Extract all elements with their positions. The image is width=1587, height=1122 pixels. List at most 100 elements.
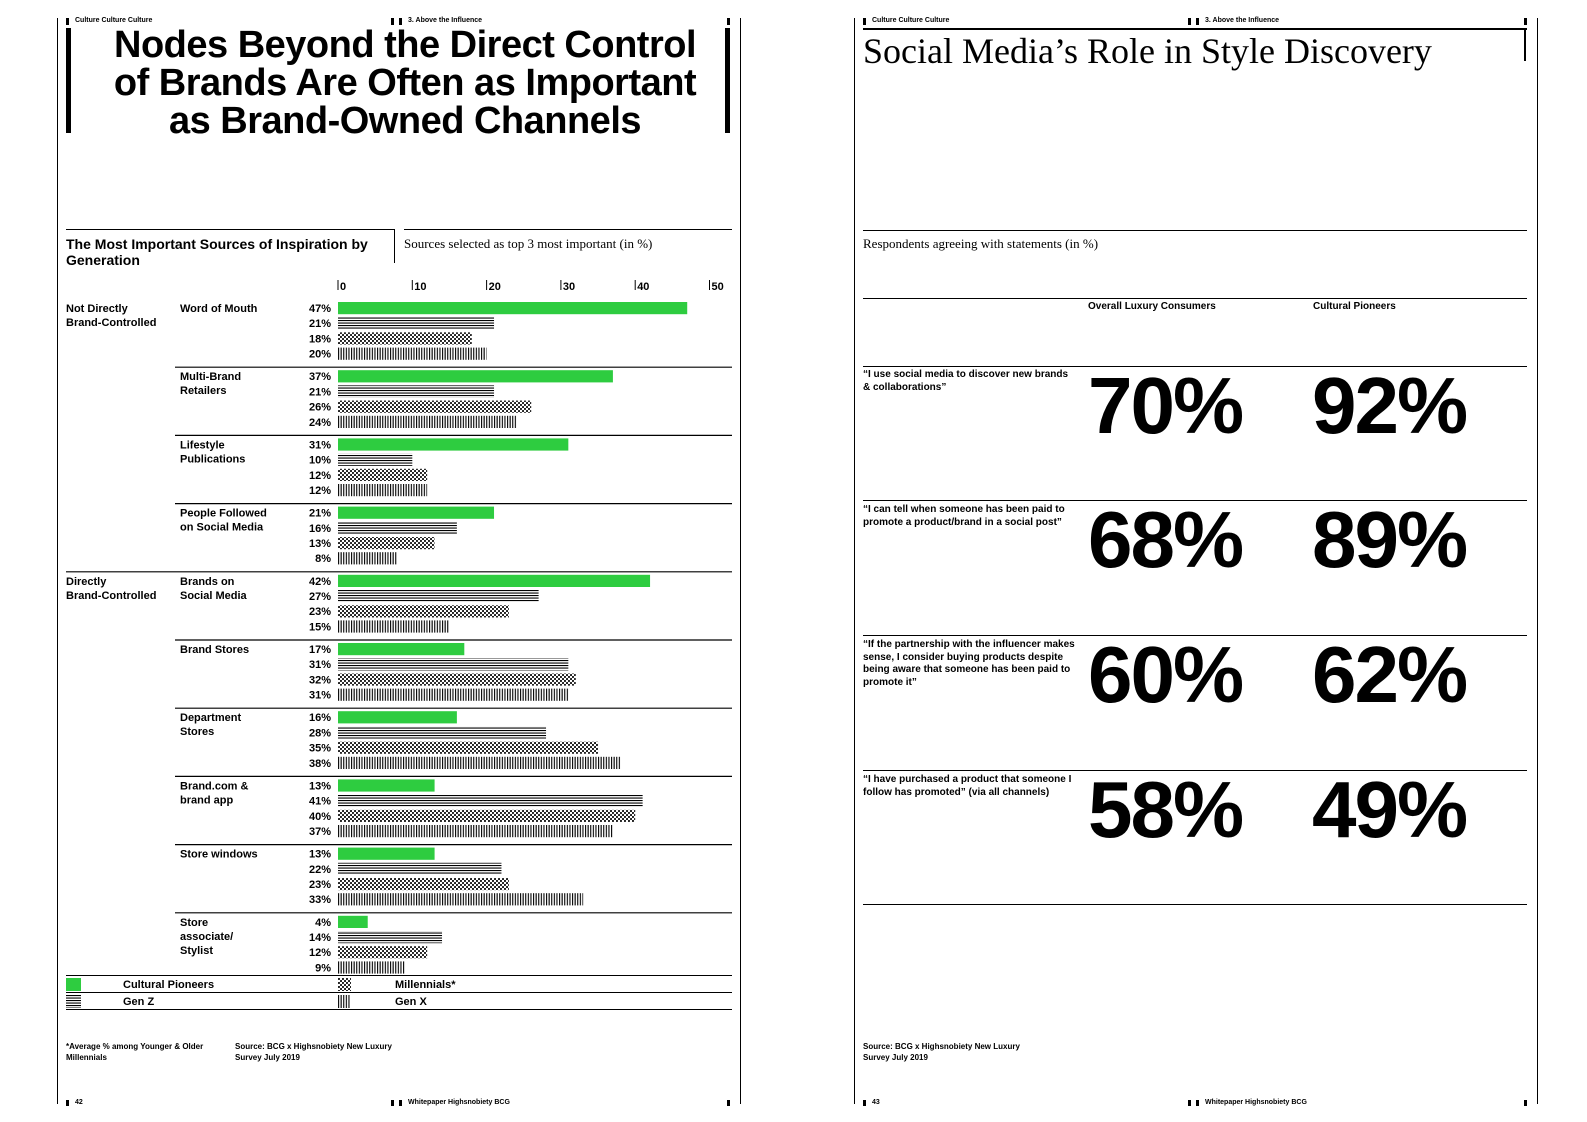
legend-swatch-gen-z bbox=[66, 995, 81, 1008]
legend-label-cultural-pioneers: Cultural Pioneers bbox=[123, 979, 215, 991]
value-label: 23% bbox=[309, 879, 331, 891]
value-overall-3: 60% bbox=[1088, 630, 1244, 719]
footer-text: Whitepaper Highsnobiety BCG bbox=[1205, 1099, 1307, 1106]
source-note: Source: BCG x Highsnobiety New Luxury Su… bbox=[235, 1042, 392, 1062]
chart-subtitle-rule bbox=[404, 229, 732, 230]
statement-1: “I use social media to discover new bran… bbox=[863, 369, 1069, 393]
title-bracket-left bbox=[66, 28, 71, 133]
category-label: Word of Mouth bbox=[180, 303, 258, 315]
column-header-overall: Overall Luxury Consumers bbox=[1088, 301, 1216, 312]
value-pioneers-3: 62% bbox=[1312, 630, 1468, 719]
footer-mark bbox=[1188, 1100, 1191, 1106]
header-mark bbox=[1196, 18, 1199, 25]
category-label: People Followed on Social Media bbox=[180, 508, 267, 534]
value-label: 16% bbox=[309, 712, 331, 724]
title-rule bbox=[863, 28, 1527, 30]
bar-gen-z bbox=[338, 385, 495, 398]
legend-swatch-gen-x bbox=[338, 995, 351, 1008]
category-label: Brands on Social Media bbox=[180, 576, 248, 602]
value-label: 35% bbox=[309, 743, 331, 755]
bar-gen-x bbox=[338, 620, 450, 633]
header-mark bbox=[1524, 18, 1527, 25]
header-section: Culture Culture Culture bbox=[75, 17, 153, 24]
header-mark bbox=[1188, 18, 1191, 25]
bar-gen-x bbox=[338, 756, 621, 769]
legend-swatch-cultural-pioneers bbox=[66, 978, 81, 991]
page-number: 43 bbox=[872, 1099, 880, 1106]
bar-gen-x bbox=[338, 893, 584, 906]
page-border-left bbox=[57, 18, 58, 1104]
value-pioneers-4: 49% bbox=[1312, 765, 1468, 854]
row-rule bbox=[863, 635, 1527, 636]
bar-cultural-pioneers bbox=[338, 779, 435, 792]
value-label: 4% bbox=[315, 917, 331, 929]
legend-rule-top bbox=[66, 975, 732, 976]
value-label: 13% bbox=[309, 538, 331, 550]
header-mark bbox=[66, 18, 69, 25]
bar-gen-z bbox=[338, 521, 457, 534]
statement-3: “If the partnership with the influencer … bbox=[863, 639, 1075, 688]
header-mark bbox=[391, 18, 394, 25]
category-label: Multi-Brand Retailers bbox=[180, 371, 241, 397]
table-bottom-rule bbox=[863, 904, 1527, 905]
category-label: Department Stores bbox=[180, 712, 241, 738]
value-label: 20% bbox=[309, 349, 331, 361]
value-pioneers-1: 92% bbox=[1312, 361, 1468, 450]
category-label: Brand.com & brand app bbox=[180, 780, 249, 806]
bar-gen-z bbox=[338, 862, 502, 875]
statement-2: “I can tell when someone has been paid t… bbox=[863, 504, 1065, 528]
bar-gen-x bbox=[338, 415, 517, 428]
bar-gen-z bbox=[338, 658, 569, 671]
title-bracket-right bbox=[725, 28, 730, 133]
title-rule-end bbox=[1524, 28, 1526, 61]
value-label: 12% bbox=[309, 485, 331, 497]
x-tick-label: 0 bbox=[340, 281, 346, 293]
x-tick-label: 30 bbox=[563, 281, 575, 293]
value-label: 41% bbox=[309, 796, 331, 808]
page-border-left bbox=[854, 18, 855, 1104]
bar-cultural-pioneers bbox=[338, 574, 651, 587]
value-label: 24% bbox=[309, 417, 331, 429]
bar-gen-z bbox=[338, 590, 539, 603]
value-label: 14% bbox=[309, 932, 331, 944]
footnote: *Average % among Younger & Older Millenn… bbox=[66, 1042, 204, 1062]
value-overall-4: 58% bbox=[1088, 765, 1244, 854]
bar-chart: 0 10 20 30 40 50 Not Directly Brand-Controlled W… bbox=[66, 280, 732, 974]
value-label: 32% bbox=[309, 674, 331, 686]
value-label: 28% bbox=[309, 727, 331, 739]
value-label: 22% bbox=[309, 864, 331, 876]
bar-millennials bbox=[338, 878, 509, 891]
footer-mark bbox=[66, 1100, 69, 1106]
page-title-line-2: of Brands Are Often as Important bbox=[113, 62, 697, 104]
footer-mark bbox=[727, 1100, 730, 1106]
page-border-right bbox=[1537, 18, 1538, 1104]
row-rule bbox=[863, 500, 1527, 501]
legend-rule-bottom bbox=[66, 1009, 732, 1010]
chart-title-divider bbox=[394, 229, 395, 263]
header-mark bbox=[727, 18, 730, 25]
bar-gen-x bbox=[338, 961, 405, 974]
subtitle-rule bbox=[863, 230, 1527, 231]
bar-gen-z bbox=[338, 726, 547, 739]
bar-millennials bbox=[338, 332, 472, 345]
category-label: Store windows bbox=[180, 849, 258, 861]
footer-mark bbox=[863, 1100, 866, 1106]
value-label: 40% bbox=[309, 811, 331, 823]
legend-swatch-millennials bbox=[338, 978, 351, 991]
category-label: Store associate/Stylist bbox=[180, 917, 233, 957]
bar-cultural-pioneers bbox=[338, 915, 368, 928]
value-pioneers-2: 89% bbox=[1312, 495, 1468, 584]
chart-title-rule bbox=[66, 229, 394, 230]
page-title: Social Media’s Role in Style Discovery bbox=[863, 31, 1432, 71]
bar-cultural-pioneers bbox=[338, 506, 495, 519]
value-label: 21% bbox=[309, 508, 331, 520]
bar-cultural-pioneers bbox=[338, 643, 465, 656]
bar-gen-x bbox=[338, 825, 613, 838]
header-mark bbox=[863, 18, 866, 25]
value-label: 23% bbox=[309, 606, 331, 618]
x-tick-label: 40 bbox=[637, 281, 649, 293]
bar-gen-z bbox=[338, 794, 643, 807]
legend-label-gen-z: Gen Z bbox=[123, 996, 155, 1008]
bar-millennials bbox=[338, 537, 435, 550]
value-label: 33% bbox=[309, 894, 331, 906]
